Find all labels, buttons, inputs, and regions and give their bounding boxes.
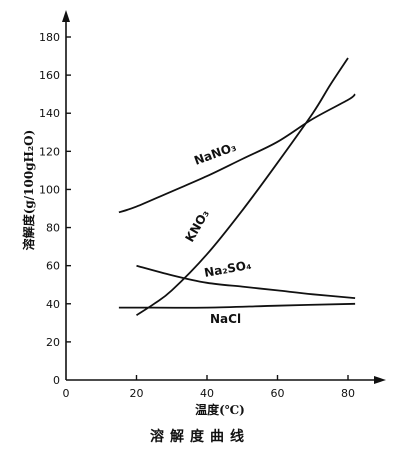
x-tick-label: 0 [63,387,70,400]
series-line-1 [136,57,349,316]
y-tick-label: 140 [39,107,60,120]
series-line-3 [118,302,356,309]
chart-title: 溶解度曲线 [150,429,250,445]
y-axis-arrow [62,10,70,22]
axis-titles: 溶解度(g/100gH₂O) 温度(℃) [21,130,245,417]
y-tick-label: 20 [46,336,60,349]
series-line-2 [136,264,356,299]
series-label-2: Na₂SO₄ [203,258,252,280]
x-tick-label: 80 [341,387,355,400]
y-tick-label: 120 [39,145,60,158]
x-axis-label: 温度(℃) [195,402,245,417]
y-tick-label: 100 [39,183,60,196]
y-tick-label: 0 [53,374,60,387]
y-tick-label: 160 [39,69,60,82]
y-tick-label: 180 [39,31,60,44]
x-tick-label: 60 [271,387,285,400]
x-tick-label: 40 [200,387,214,400]
series-line-0 [118,93,356,214]
y-axis-label: 溶解度(g/100gH₂O) [21,130,36,251]
series-label-3: NaCl [210,312,241,326]
series-lines [118,57,356,316]
series-label-1: KNO₃ [182,207,212,244]
axes: 0 20 40 60 80 100 120 140 160 180 0 20 40 60 80 [39,10,386,400]
y-tick-label: 80 [46,222,60,235]
x-axis-arrow [374,376,386,384]
x-tick-label: 20 [130,387,144,400]
y-tick-label: 60 [46,260,60,273]
y-tick-label: 40 [46,298,60,311]
